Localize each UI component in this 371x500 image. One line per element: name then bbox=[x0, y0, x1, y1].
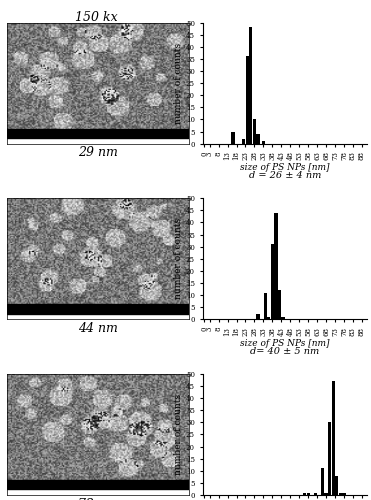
X-axis label: 44 nm: 44 nm bbox=[78, 322, 118, 335]
Text: d = 26 ± 4 nm: d = 26 ± 4 nm bbox=[249, 171, 321, 180]
Text: 150 kx: 150 kx bbox=[75, 11, 118, 24]
Bar bbox=[282, 317, 285, 320]
Bar bbox=[7, 480, 189, 489]
Bar bbox=[232, 132, 234, 143]
Bar bbox=[253, 120, 256, 144]
Bar bbox=[262, 141, 265, 144]
X-axis label: size of PS NPs [nm]: size of PS NPs [nm] bbox=[240, 338, 330, 347]
Bar bbox=[325, 492, 328, 495]
Bar bbox=[274, 212, 278, 320]
Bar bbox=[306, 492, 310, 495]
Bar bbox=[7, 304, 189, 314]
Bar bbox=[242, 139, 245, 143]
Y-axis label: number of counts: number of counts bbox=[174, 42, 183, 123]
Bar bbox=[342, 492, 346, 495]
Bar bbox=[303, 492, 306, 495]
Bar bbox=[271, 244, 274, 320]
Y-axis label: number of counts: number of counts bbox=[174, 218, 183, 300]
Bar bbox=[246, 56, 249, 144]
Bar bbox=[335, 476, 338, 495]
Bar bbox=[249, 28, 253, 144]
X-axis label: 29 nm: 29 nm bbox=[78, 146, 118, 160]
X-axis label: size of PS NPs [nm]: size of PS NPs [nm] bbox=[240, 163, 330, 172]
Bar bbox=[321, 468, 324, 495]
Text: d= 40 ± 5 nm: d= 40 ± 5 nm bbox=[250, 347, 319, 356]
Bar bbox=[256, 134, 260, 143]
Bar bbox=[339, 492, 342, 495]
Bar bbox=[263, 292, 267, 320]
X-axis label: 72 nm: 72 nm bbox=[78, 498, 118, 500]
Bar bbox=[314, 492, 317, 495]
Bar bbox=[278, 290, 281, 320]
Bar bbox=[256, 314, 260, 320]
Y-axis label: number of counts: number of counts bbox=[174, 394, 183, 475]
Bar bbox=[267, 317, 270, 320]
Bar bbox=[7, 128, 189, 138]
Bar bbox=[328, 422, 331, 495]
Bar bbox=[332, 381, 335, 495]
